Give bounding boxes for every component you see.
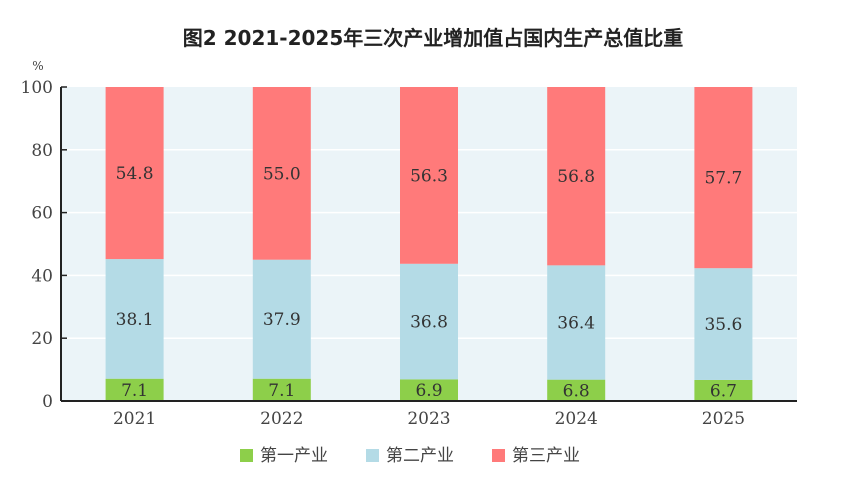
data-label: 6.7 — [710, 381, 737, 401]
data-label: 54.8 — [116, 164, 154, 184]
data-label: 6.8 — [563, 381, 590, 401]
bar-segment — [105, 87, 164, 260]
y-tick-label: 40 — [31, 266, 53, 286]
data-label: 7.1 — [268, 381, 295, 401]
legend-label: 第一产业 — [260, 446, 328, 466]
x-tick-label: 2025 — [702, 409, 745, 429]
x-tick-label: 2023 — [407, 409, 450, 429]
chart-title: 图2 2021-2025年三次产业增加值占国内生产总值比重 — [182, 26, 684, 50]
bar-segment — [547, 265, 606, 380]
data-label: 38.1 — [116, 310, 154, 330]
data-label: 6.9 — [415, 381, 442, 401]
legend-label: 第二产业 — [386, 446, 454, 466]
bar-segment — [694, 87, 753, 269]
data-label: 56.3 — [410, 166, 448, 186]
bar-segment — [694, 268, 753, 380]
data-label: 55.0 — [263, 164, 301, 184]
bar-segment — [252, 378, 311, 401]
bar-segment — [252, 87, 311, 260]
legend-swatch — [492, 449, 505, 462]
x-tick-label: 2021 — [113, 409, 156, 429]
x-tick-label: 2022 — [260, 409, 303, 429]
data-label: 57.7 — [704, 169, 742, 189]
x-tick-label: 2024 — [555, 409, 598, 429]
legend-swatch — [366, 449, 379, 462]
bar-segment — [400, 87, 458, 264]
bar-segment — [547, 379, 606, 401]
data-label: 37.9 — [263, 310, 301, 330]
bar-segment — [252, 259, 311, 379]
data-label: 36.4 — [557, 314, 595, 334]
bar-segment — [400, 263, 458, 380]
bar-segment — [400, 379, 458, 401]
bar-segment — [694, 379, 753, 401]
y-tick-label: 0 — [42, 392, 53, 412]
y-tick-label: 60 — [31, 204, 53, 224]
bar-segment — [547, 87, 606, 266]
y-tick-label: 80 — [31, 141, 53, 161]
y-axis-unit: % — [32, 59, 43, 73]
data-label: 35.6 — [704, 315, 742, 335]
legend-label: 第三产业 — [512, 446, 580, 466]
data-label: 56.8 — [557, 167, 595, 187]
legend-swatch — [240, 449, 253, 462]
data-label: 7.1 — [121, 381, 148, 401]
bar-segment — [105, 378, 164, 401]
bar-segment — [105, 259, 164, 379]
y-tick-label: 100 — [21, 78, 53, 98]
y-tick-label: 20 — [31, 329, 53, 349]
data-label: 36.8 — [410, 313, 448, 333]
